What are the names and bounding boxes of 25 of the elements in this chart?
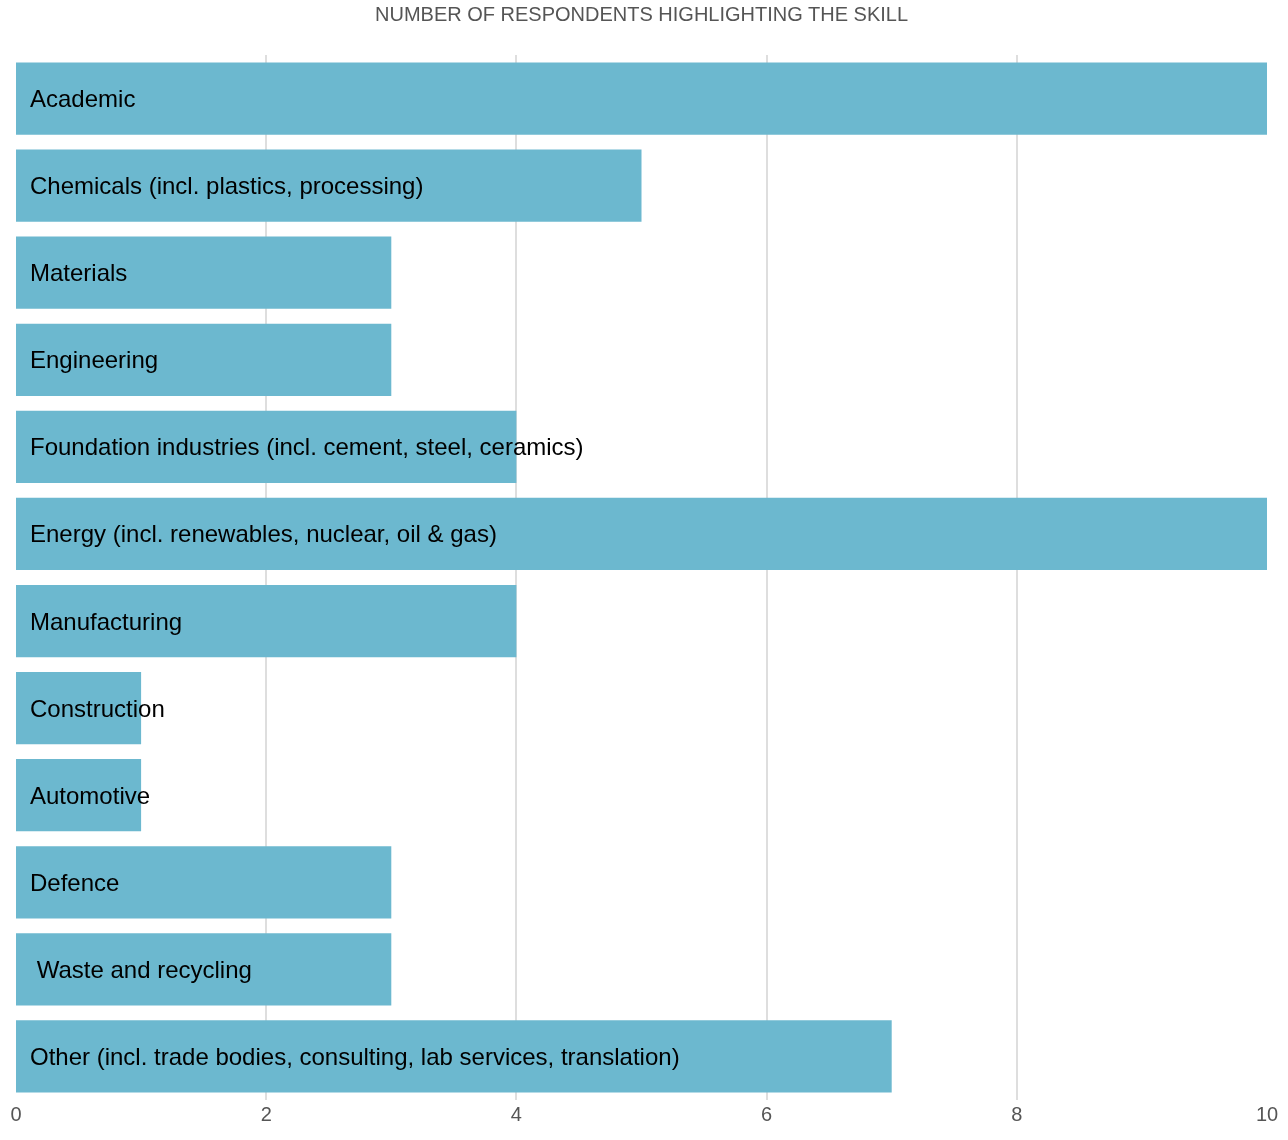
y-tick-label: Engineering [30,346,159,373]
bar [16,497,1267,571]
bar [16,846,392,919]
x-tick-label: 8 [1011,1103,1023,1125]
x-tick-label: 10 [1255,1103,1279,1125]
y-tick-label: Waste and recycling [30,956,252,983]
y-tick-label: Chemicals (incl. plastics, processing) [30,172,424,199]
bar [16,62,1267,135]
bar [16,1020,892,1093]
y-tick-label: Materials [30,259,128,286]
y-tick-label: Defence [30,869,120,896]
bar [16,933,392,1006]
bar [16,236,392,309]
x-tick-label: 6 [761,1103,773,1125]
x-tick-label: 4 [510,1103,522,1125]
bar [16,584,517,658]
y-tick-label: Manufacturing [30,608,183,635]
y-tick-label: Energy (incl. renewables, nuclear, oil & gas) [30,520,497,547]
y-tick-label: Academic [30,85,136,112]
y-tick-label: Other (incl. trade bodies, consulting, lab services, translation) [30,1043,680,1070]
bar [16,323,392,396]
x-tick-label: 2 [260,1103,272,1125]
x-tick-label: 0 [10,1103,22,1125]
x-axis-title: NUMBER OF RESPONDENTS HIGHLIGHTING THE SKILL [375,3,909,25]
bar [16,149,642,222]
